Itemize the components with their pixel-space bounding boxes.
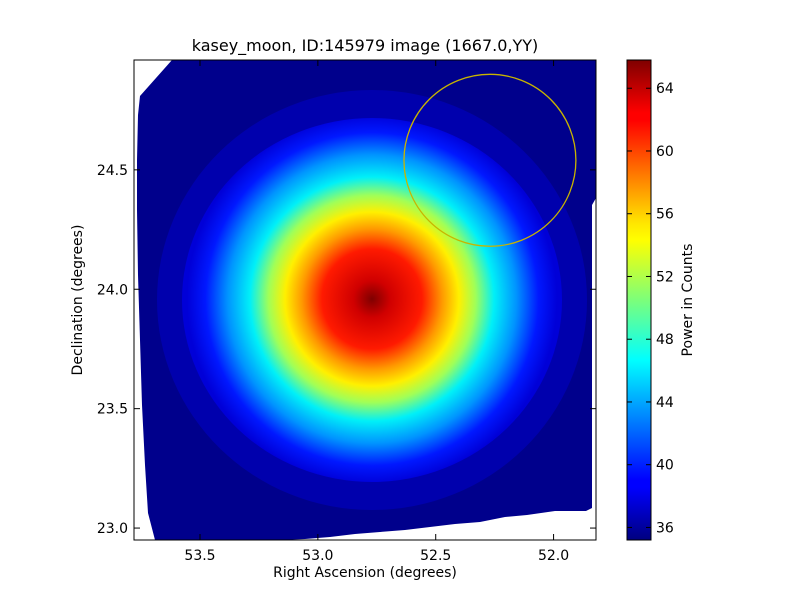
axes-frame — [133, 59, 597, 541]
colorbar-tick-label: 52 — [656, 269, 674, 285]
colorbar-tick-label: 56 — [656, 207, 674, 223]
colorbar-tick-label: 48 — [656, 332, 674, 348]
colorbar-label: Power in Counts — [680, 244, 696, 357]
x-axis-ticks: 53.5 53.0 52.5 52.0 — [184, 60, 569, 564]
x-axis-label: Right Ascension (degrees) — [273, 565, 457, 581]
x-tick-label: 53.0 — [302, 548, 333, 564]
y-tick-label: 23.0 — [97, 521, 128, 537]
x-tick-label: 52.0 — [538, 548, 569, 564]
colorbar-tick-label: 44 — [656, 395, 674, 411]
heatmap-blob — [182, 118, 562, 482]
y-tick-label: 24.5 — [97, 163, 128, 179]
colorbar — [627, 60, 651, 540]
y-tick-label: 23.5 — [97, 402, 128, 418]
colorbar-tick-label: 40 — [656, 458, 674, 474]
colorbar-frame — [626, 59, 652, 541]
colorbar-ticks: 36 40 44 48 52 56 60 64 — [627, 81, 674, 536]
circle-marker — [403, 73, 577, 247]
x-tick-label: 52.5 — [420, 548, 451, 564]
x-tick-label: 53.5 — [184, 548, 215, 564]
y-axis-label: Declination (degrees) — [70, 225, 86, 376]
y-tick-label: 24.0 — [97, 282, 128, 298]
heatmap-image — [137, 60, 596, 540]
colorbar-tick-label: 60 — [656, 144, 674, 160]
y-axis-ticks: 23.0 23.5 24.0 24.5 — [97, 163, 596, 537]
colorbar-tick-label: 64 — [656, 81, 674, 97]
colorbar-tick-label: 36 — [656, 520, 674, 536]
chart-title: kasey_moon, ID:145979 image (1667.0,YY) — [192, 36, 539, 56]
